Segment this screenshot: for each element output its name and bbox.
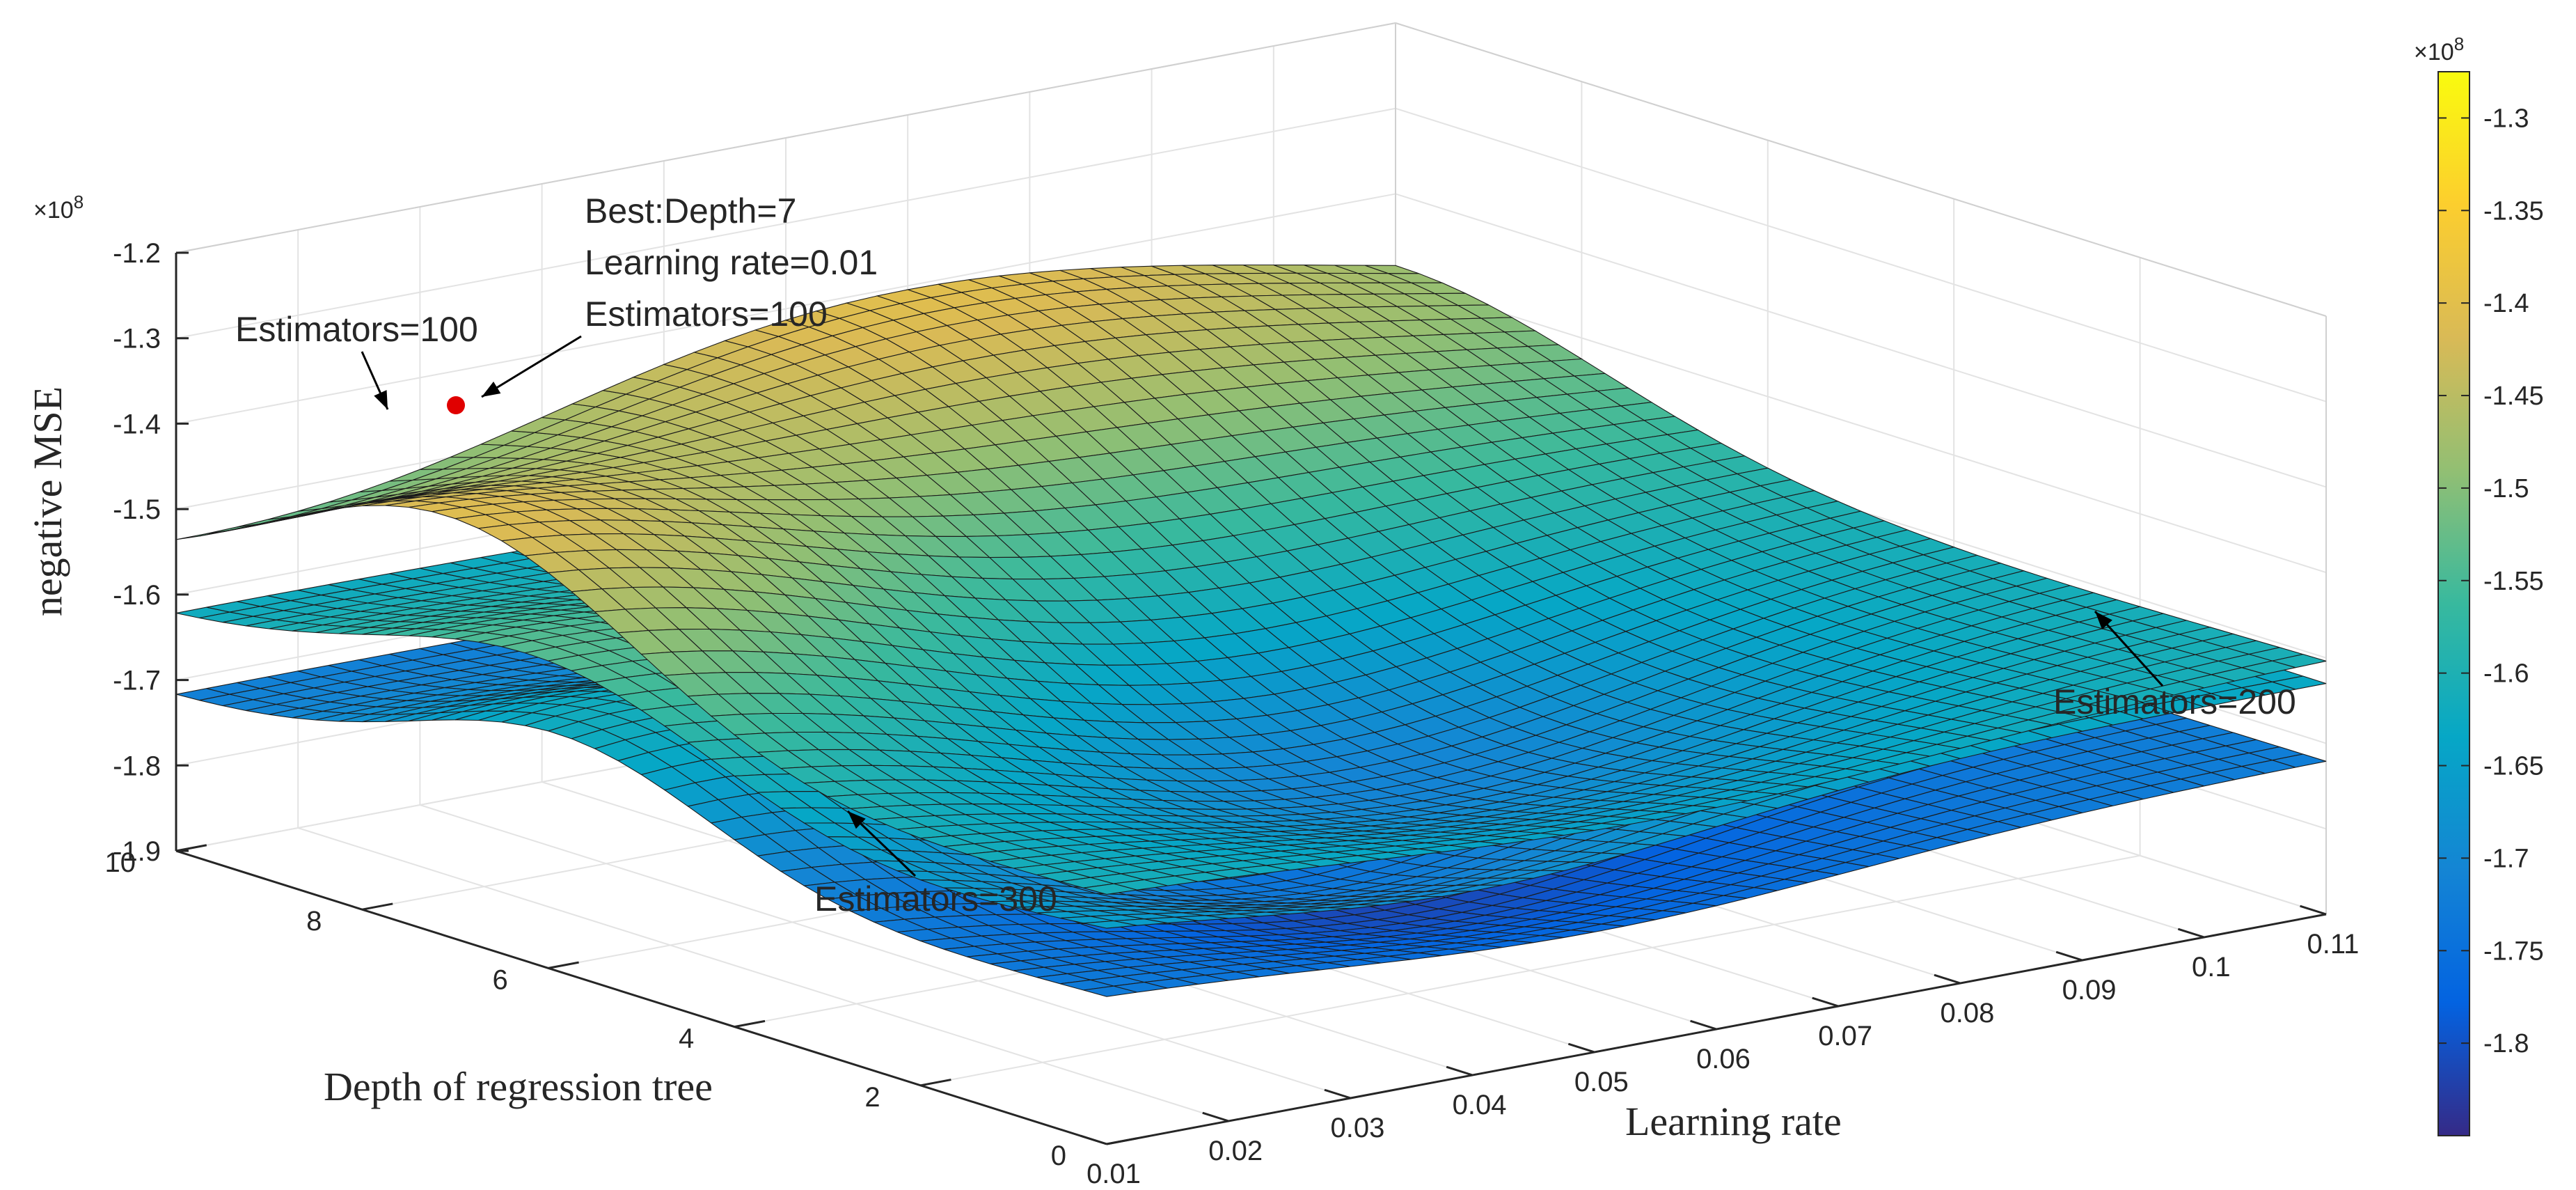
y-tick	[548, 961, 579, 969]
x-tick	[2177, 927, 2205, 939]
colorbar-tick-label: -1.55	[2483, 567, 2544, 596]
x-tick	[1567, 1042, 1595, 1054]
x-tick-label: 0.01	[1086, 1159, 1141, 1187]
annotation-estimators-300: Estimators=300	[814, 879, 1057, 918]
x-tick-label: 0.07	[1818, 1021, 1872, 1051]
x-tick	[2300, 905, 2327, 916]
arrow-estimators-100-head	[374, 390, 388, 409]
colorbar-tick-label: -1.8	[2483, 1029, 2529, 1058]
annotation-best-line-3: Estimators=100	[585, 295, 828, 334]
x-tick-label: 0.11	[2307, 929, 2360, 960]
x-tick-label: 0.04	[1453, 1090, 1507, 1120]
y-tick-label: 10	[105, 847, 136, 878]
y-axis-title: Depth of regression tree	[324, 1064, 713, 1109]
z-exponent-label: ×108	[33, 191, 84, 224]
colorbar-tick-label: -1.3	[2483, 104, 2529, 133]
z-tick-label: -1.5	[113, 494, 161, 525]
z-tick-label: -1.6	[113, 580, 161, 611]
y-tick	[362, 902, 393, 911]
colorbar-tick-label: -1.45	[2483, 382, 2544, 411]
x-axis-title: Learning rate	[1625, 1099, 1842, 1144]
colorbar-tick-label: -1.35	[2483, 196, 2544, 226]
colorbar-tick-label: -1.75	[2483, 937, 2544, 966]
annotation-estimators-100: Estimators=100	[235, 310, 478, 349]
colorbar-tick-label: -1.7	[2483, 844, 2529, 873]
x-tick-label: 0.09	[2062, 975, 2117, 1005]
y-tick-label: 2	[864, 1082, 880, 1113]
z-axis-title: negative MSE	[25, 386, 70, 616]
x-tick	[2055, 950, 2083, 962]
colorbar-tick-label: -1.6	[2483, 659, 2529, 689]
z-tick-label: -1.7	[113, 666, 161, 696]
best-point-marker	[447, 396, 465, 414]
colorbar: -1.3 -1.35 -1.4 -1.45 -1.5 -1.55 -1.6 -1.65 -1.7…	[2437, 71, 2544, 1136]
y-tick-label: 8	[306, 906, 322, 937]
x-tick	[1202, 1111, 1229, 1122]
x-tick	[1690, 1019, 1717, 1031]
colorbar-tick-label: -1.65	[2483, 752, 2544, 781]
x-tick-label: 0.1	[2192, 952, 2231, 982]
y-tick	[1106, 1137, 1138, 1145]
box-edge	[1395, 22, 2327, 317]
y-tick-label: 4	[679, 1024, 694, 1054]
x-tick-label: 0.06	[1696, 1044, 1751, 1074]
x-tick-label: 0.03	[1330, 1113, 1384, 1143]
annotation-best-line-2: Learning rate=0.01	[585, 243, 878, 282]
colorbar-tick-label: -1.4	[2483, 289, 2529, 318]
x-tick	[1446, 1065, 1473, 1077]
surface-patch	[2272, 753, 2327, 768]
y-tick-label: 6	[493, 964, 508, 995]
surfaces	[175, 264, 2327, 997]
grid-line-floor-x	[420, 804, 1351, 1099]
annotation-estimators-200: Estimators=200	[2053, 682, 2296, 721]
z-tick-label: -1.4	[113, 409, 161, 439]
surface-estimators-100	[175, 264, 2327, 895]
grid-line-side-z	[1395, 107, 2327, 402]
grid-line-floor-x	[297, 827, 1229, 1122]
x-tick	[1080, 1134, 1107, 1145]
z-tick-label: -1.8	[113, 751, 161, 781]
x-tick-label: 0.08	[1940, 998, 1994, 1028]
grid-line-back-z	[175, 193, 1396, 425]
z-tick-label: -1.2	[113, 238, 161, 269]
arrow-best-head	[482, 381, 501, 397]
colorbar-exponent-label: ×108	[2414, 33, 2464, 65]
y-tick	[920, 1079, 951, 1087]
annotation-best-line-1: Best:Depth=7	[585, 191, 796, 230]
grid-line-floor-y	[920, 854, 2140, 1086]
x-tick	[1812, 996, 1839, 1008]
colorbar-gradient	[2437, 71, 2470, 1136]
y-tick-label: 0	[1051, 1141, 1066, 1171]
surface-patch	[2272, 675, 2327, 690]
x-tick	[1934, 973, 1961, 985]
z-tick-label: -1.3	[113, 324, 161, 354]
grid-line-side-z	[1395, 193, 2327, 488]
x-tick	[1324, 1088, 1351, 1099]
grid-line-back-z	[175, 107, 1396, 339]
x-tick-label: 0.02	[1208, 1136, 1263, 1166]
y-tick	[734, 1019, 766, 1028]
grid-line-side-z	[1395, 279, 2327, 574]
box-edge	[175, 22, 1396, 253]
x-tick-label: 0.05	[1574, 1067, 1629, 1097]
colorbar-tick-label: -1.5	[2483, 474, 2529, 503]
y-tick	[175, 844, 207, 852]
